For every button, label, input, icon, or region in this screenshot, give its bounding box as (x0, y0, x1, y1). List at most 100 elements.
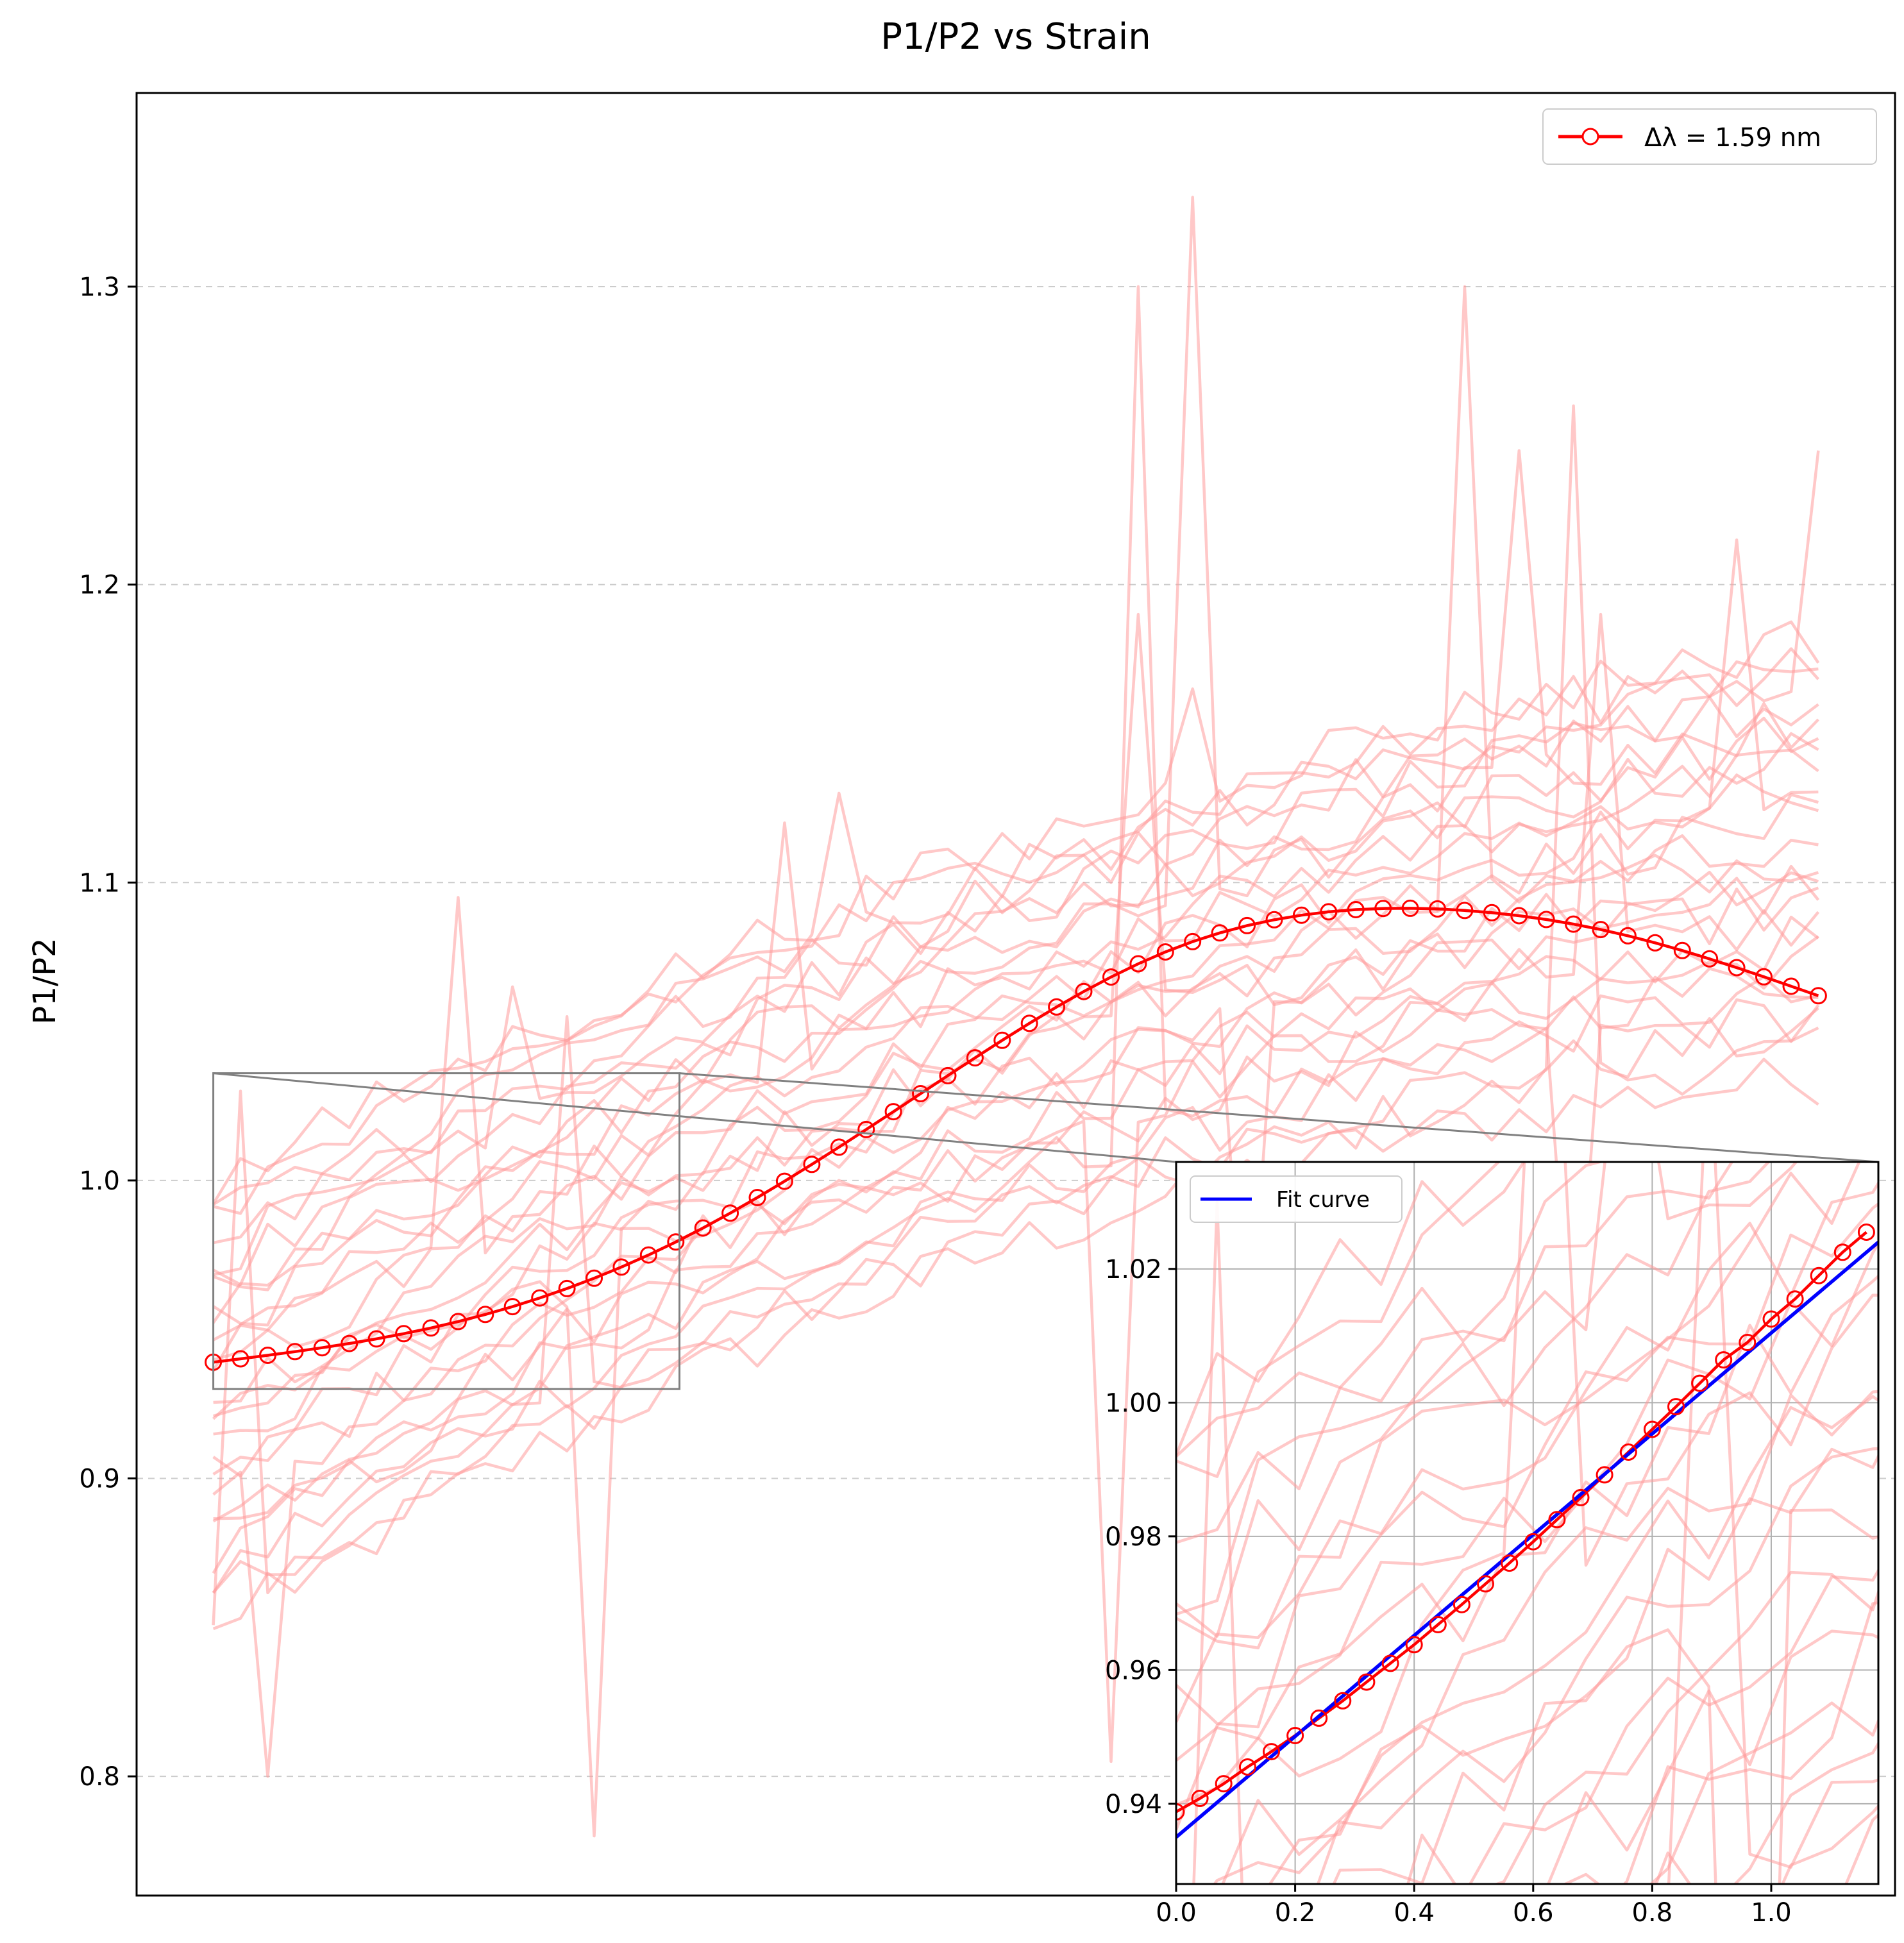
highlight-series-point (1701, 950, 1719, 968)
inset-x-tick-label: 1.0 (1751, 1898, 1792, 1928)
inset-highlight-point (1691, 1374, 1709, 1392)
inset-highlight-point (1524, 1533, 1542, 1551)
inset-highlight-point (1191, 1790, 1209, 1807)
highlight-series-point (912, 1085, 929, 1102)
inset-highlight-point (1572, 1488, 1590, 1506)
background-series-line (212, 196, 1819, 1324)
inset-highlight-point (1429, 1616, 1447, 1633)
inset-x-tick-label: 0.2 (1275, 1898, 1316, 1928)
inset-highlight-point (1334, 1692, 1352, 1710)
highlight-series-point (259, 1347, 276, 1364)
highlight-series-point (775, 1172, 793, 1190)
inset-highlight-point (1501, 1554, 1519, 1572)
highlight-series-point (612, 1258, 630, 1276)
highlight-series-point (1456, 902, 1474, 920)
inset-legend-label: Fit curve (1276, 1187, 1370, 1213)
inset-x-tick-label: 0.6 (1513, 1898, 1554, 1928)
highlight-series-point (341, 1334, 358, 1352)
highlight-series-point (966, 1049, 984, 1067)
inset-highlight-point (1619, 1443, 1637, 1461)
highlight-series-point (503, 1298, 521, 1316)
inset-highlight-point (1238, 1758, 1256, 1776)
highlight-series-point (558, 1279, 576, 1297)
highlight-series-point (1292, 906, 1310, 924)
inset-highlight-point (1453, 1595, 1470, 1613)
main-plot-frame (135, 92, 1896, 1897)
main-y-tick-label: 1.2 (79, 571, 120, 600)
main-y-tick-label: 1.0 (79, 1166, 120, 1196)
zoom-indicator (212, 1072, 1879, 1390)
inset-highlight-point (1381, 1654, 1399, 1672)
inset-background-series-line (1176, 1162, 1605, 1458)
background-series-line (213, 660, 1819, 1215)
main-y-tick-label: 1.3 (79, 273, 120, 302)
highlight-series-point (1809, 987, 1827, 1005)
background-series-line (212, 1057, 1819, 1626)
highlight-series-line (213, 907, 1819, 1364)
highlight-series-point (1401, 899, 1419, 917)
highlight-series-point (1429, 900, 1446, 918)
highlight-series-point (857, 1120, 875, 1138)
highlight-series-point (884, 1103, 902, 1121)
zoom-rectangle (212, 1072, 681, 1390)
highlight-series-point (1592, 921, 1610, 939)
inset-highlight-point (1405, 1636, 1423, 1654)
background-series-line (212, 773, 1819, 1372)
highlight-series-point (1129, 955, 1147, 973)
highlight-series-point (449, 1313, 467, 1331)
background-series-line (213, 695, 1819, 1277)
highlight-series-point (1020, 1014, 1038, 1032)
inset-background-series-line (1176, 1162, 1771, 1638)
inset-highlight-point (1667, 1398, 1685, 1416)
highlight-series-point (1755, 968, 1773, 986)
highlight-series-point (1075, 982, 1093, 1000)
inset-background-series-line (1268, 1447, 1878, 1884)
highlight-series-point (1782, 977, 1800, 995)
main-y-ticks: 0.8 0.9 1.0 1.1 1.2 1.3 (79, 273, 137, 1792)
highlight-series-point (1483, 904, 1501, 921)
background-series-line (212, 915, 1819, 1778)
main-y-tick-label: 1.1 (79, 868, 120, 898)
highlight-series-point (1184, 932, 1202, 950)
inset-legend: Fit curve (1190, 1175, 1403, 1223)
highlight-series-point (395, 1325, 413, 1343)
inset-legend-box (1190, 1175, 1403, 1223)
inset-background-series-line (1176, 1162, 1878, 1806)
highlight-series-point (1646, 934, 1664, 952)
inset-axis-ticks: 0.94 0.96 0.98 1.00 1.02 0.0 0.2 0.4 0.6 0.8 1.0 (1105, 1255, 1792, 1928)
inset-highlight-point (1643, 1420, 1661, 1438)
inset-highlight-point (1833, 1243, 1851, 1261)
highlight-series-point (1537, 911, 1555, 929)
background-series-line (212, 612, 1820, 1476)
highlight-series-point (721, 1204, 739, 1222)
background-series-line (212, 998, 1820, 1594)
inset-highlight-series-group (1176, 1224, 1878, 1839)
highlight-series-point (1156, 943, 1174, 961)
inset-y-tick-label: 1.00 (1105, 1388, 1162, 1418)
zoom-connector-line (679, 1072, 1879, 1163)
inset-highlight-point (1477, 1575, 1494, 1593)
highlight-series-point (1374, 900, 1392, 918)
background-series-line (212, 854, 1819, 1420)
inset-highlight-point (1310, 1709, 1328, 1727)
highlight-series-point (694, 1219, 712, 1237)
inset-background-series-line (1221, 1390, 1878, 1884)
inset-highlight-point (1762, 1310, 1780, 1328)
background-series-line (212, 748, 1819, 1327)
inset-x-tick-label: 0.0 (1156, 1898, 1197, 1928)
background-series-group (212, 196, 1820, 1838)
highlight-series-group (205, 899, 1827, 1371)
background-series-line (212, 612, 1819, 1418)
highlight-series-point (232, 1350, 249, 1368)
inset-background-series-line (1406, 1570, 1878, 1884)
legend-label: Δλ = 1.59 nm (1644, 123, 1821, 153)
inset-background-series-line (1176, 1240, 1878, 1831)
highlight-series-point (1347, 901, 1365, 918)
inset-highlight-point (1263, 1743, 1280, 1761)
highlight-series-point (993, 1031, 1011, 1049)
inset-background-series-line (1546, 1629, 1878, 1884)
highlight-series-point (803, 1156, 821, 1173)
chart-title: P1/P2 vs Strain (880, 16, 1150, 58)
background-series-line (212, 538, 1819, 1342)
